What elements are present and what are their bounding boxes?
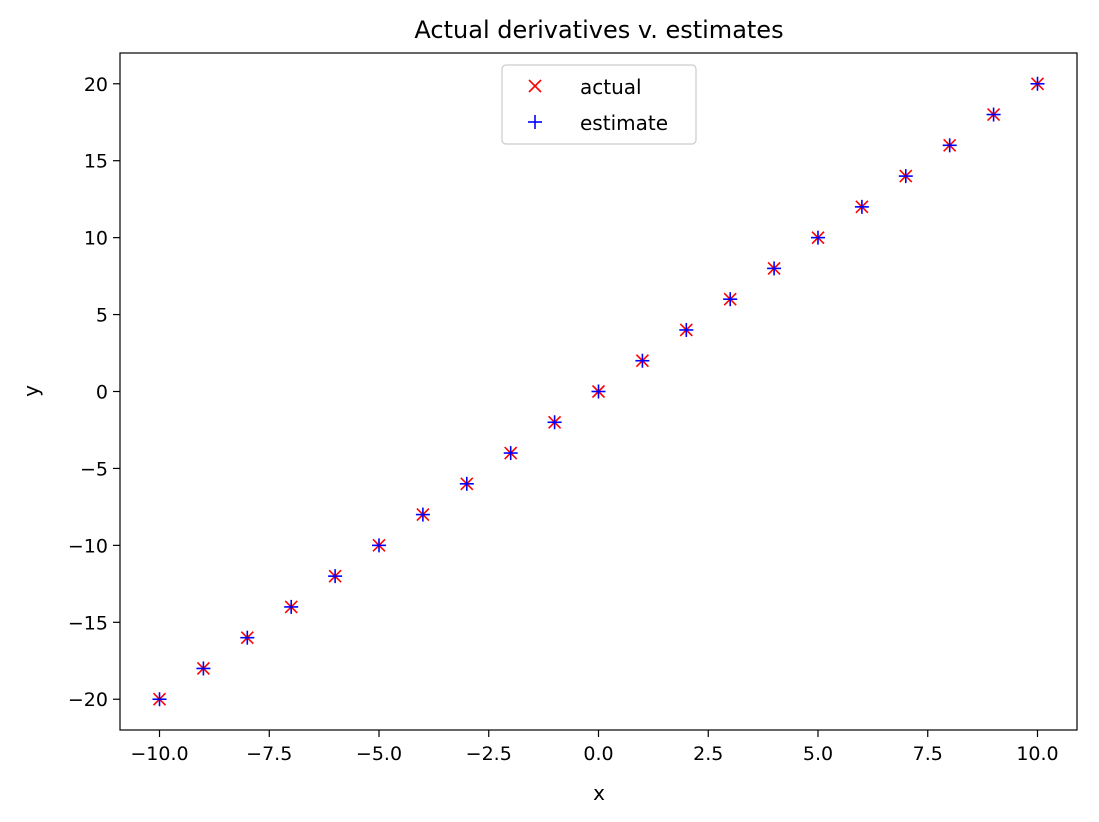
x-tick-label: −10.0 — [130, 743, 188, 765]
x-tick-label: −5.0 — [356, 743, 402, 765]
y-tick-label: 20 — [84, 74, 108, 96]
legend-label-estimate: estimate — [580, 111, 668, 135]
data-point-estimate — [635, 353, 650, 368]
data-point-estimate — [767, 261, 782, 276]
legend: actual estimate — [501, 64, 697, 145]
legend-marker-x-icon — [528, 79, 542, 93]
x-axis-label: x — [593, 781, 605, 805]
y-tick-label: −20 — [68, 689, 108, 711]
legend-box — [501, 64, 697, 145]
y-tick-label: 0 — [96, 382, 108, 404]
x-tick-label: −2.5 — [466, 743, 512, 765]
plot-marks — [152, 76, 1045, 707]
data-point-estimate — [723, 292, 738, 307]
data-point-estimate — [372, 538, 387, 553]
data-point-estimate — [415, 507, 430, 522]
x-tick-label: 7.5 — [913, 743, 943, 765]
x-tick-label: 2.5 — [693, 743, 723, 765]
data-point-estimate — [898, 169, 913, 184]
y-axis-label: y — [19, 385, 43, 397]
data-point-estimate — [1030, 76, 1045, 91]
x-tick-label: 0.0 — [583, 743, 613, 765]
x-tick-label: 5.0 — [803, 743, 833, 765]
data-point-estimate — [547, 415, 562, 430]
data-point-estimate — [196, 661, 211, 676]
data-point-estimate — [679, 322, 694, 337]
data-point-estimate — [591, 384, 606, 399]
x-axis: −10.0 −7.5 −5.0 −2.5 0.0 2.5 5.0 7.5 10.0 — [130, 730, 1059, 765]
data-point-estimate — [854, 199, 869, 214]
data-point-estimate — [328, 569, 343, 584]
data-point-estimate — [810, 230, 825, 245]
y-axis: −20 −15 −10 −5 0 5 10 15 20 — [68, 74, 120, 711]
y-tick-label: −15 — [68, 612, 108, 634]
data-point-estimate — [152, 692, 167, 707]
y-tick-label: 15 — [84, 151, 108, 173]
data-point-estimate — [942, 138, 957, 153]
y-tick-label: −10 — [68, 535, 108, 557]
data-point-estimate — [284, 599, 299, 614]
x-tick-label: 10.0 — [1016, 743, 1058, 765]
legend-marker-actual — [528, 79, 542, 93]
chart-title: Actual derivatives v. estimates — [414, 16, 783, 44]
data-point-estimate — [240, 630, 255, 645]
x-tick-label: −7.5 — [246, 743, 292, 765]
legend-marker-estimate — [528, 115, 542, 129]
y-tick-label: −5 — [80, 458, 108, 480]
data-point-estimate — [986, 107, 1001, 122]
legend-label-actual: actual — [580, 75, 642, 99]
data-point-estimate — [459, 476, 474, 491]
y-tick-label: 10 — [84, 228, 108, 250]
data-point-estimate — [503, 446, 518, 461]
y-tick-label: 5 — [96, 305, 108, 327]
legend-marker-plus-icon — [528, 115, 542, 129]
